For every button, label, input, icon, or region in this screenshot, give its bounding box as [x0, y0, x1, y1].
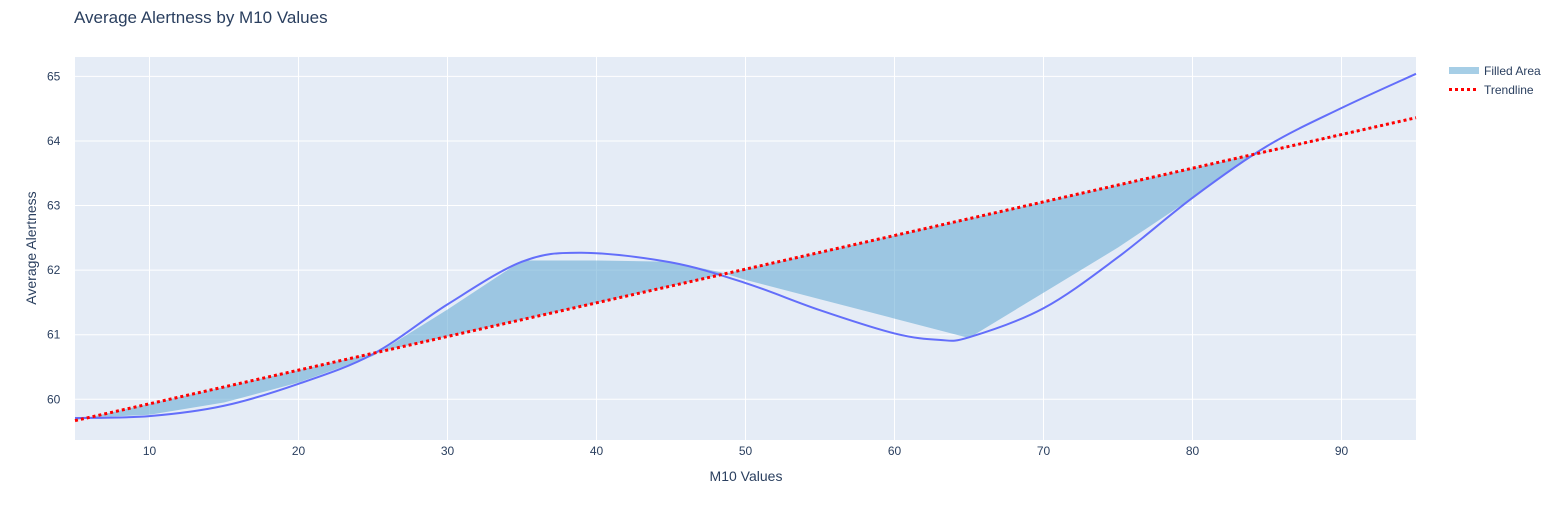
y-tick-label: 61 [47, 328, 61, 342]
y-tick-label: 62 [47, 263, 61, 277]
alertness-line [74, 72, 1417, 420]
tick-labels: 10 20 30 40 50 60 70 80 90 60 61 62 63 64 65 [47, 69, 1348, 458]
chart-title: Average Alertness by M10 Values [74, 8, 328, 27]
y-axis-title: Average Alertness [23, 191, 39, 304]
legend-swatch-filled-area [1449, 67, 1479, 74]
x-tick-label: 30 [441, 444, 455, 458]
x-tick-label: 70 [1037, 444, 1051, 458]
x-tick-label: 50 [739, 444, 753, 458]
x-tick-label: 60 [888, 444, 902, 458]
x-tick-label: 10 [143, 444, 157, 458]
legend[interactable]: Filled Area Trendline [1449, 64, 1541, 97]
legend-label-filled-area: Filled Area [1484, 64, 1541, 78]
x-tick-label: 20 [292, 444, 306, 458]
x-tick-label: 40 [590, 444, 604, 458]
y-tick-label: 65 [47, 69, 61, 83]
x-axis-title: M10 Values [710, 468, 783, 484]
legend-label-trendline: Trendline [1484, 83, 1534, 97]
trendline [74, 116, 1417, 423]
y-tick-label: 63 [47, 199, 61, 213]
line-layer [74, 72, 1417, 423]
x-tick-label: 80 [1186, 444, 1200, 458]
y-tick-label: 64 [47, 134, 61, 148]
x-tick-label: 90 [1335, 444, 1349, 458]
y-tick-label: 60 [47, 392, 61, 406]
